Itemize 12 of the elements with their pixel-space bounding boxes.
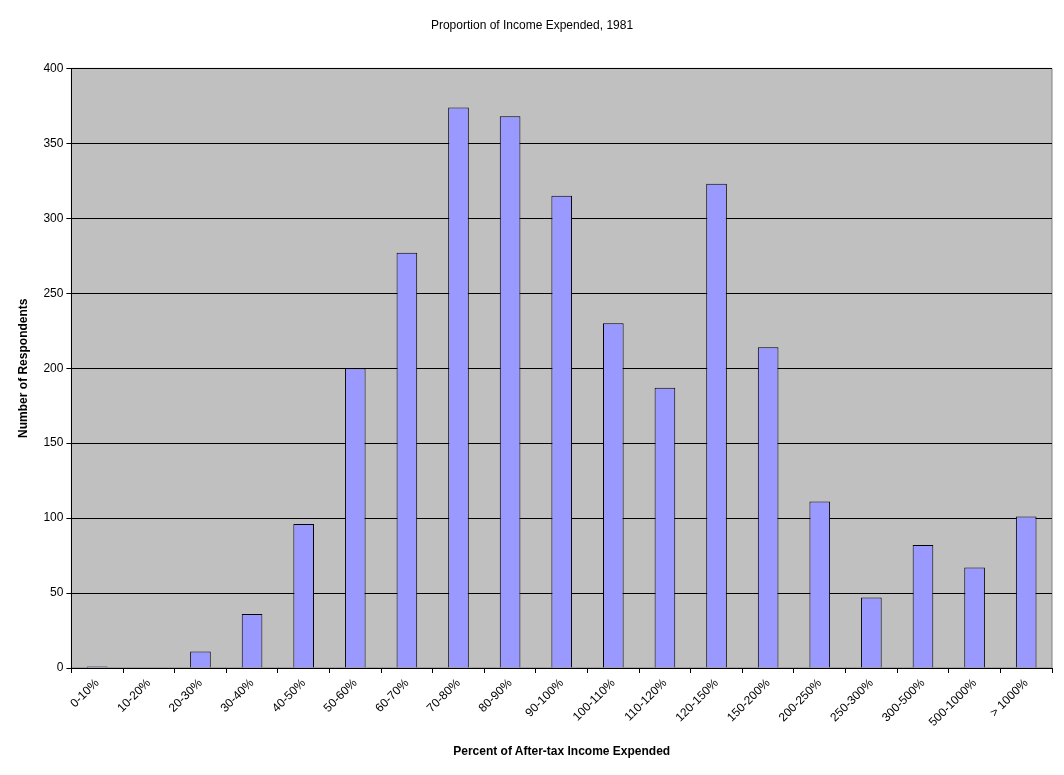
y-tick-label: 400 <box>43 60 64 75</box>
y-tick-label: 50 <box>50 585 64 600</box>
chart-title: Proportion of Income Expended, 1981 <box>430 17 634 32</box>
y-tick-label: 0 <box>56 660 64 675</box>
y-tick-label: 200 <box>43 360 64 375</box>
y-axis-title: Number of Respondents <box>15 298 30 438</box>
x-axis-title: Percent of After-tax Income Expended <box>453 744 671 759</box>
y-tick-label: 100 <box>43 510 64 525</box>
y-tick-label: 300 <box>43 210 64 225</box>
y-tick-label: 250 <box>43 285 64 300</box>
y-tick-label: 350 <box>43 135 64 150</box>
y-tick-label: 150 <box>43 435 64 450</box>
